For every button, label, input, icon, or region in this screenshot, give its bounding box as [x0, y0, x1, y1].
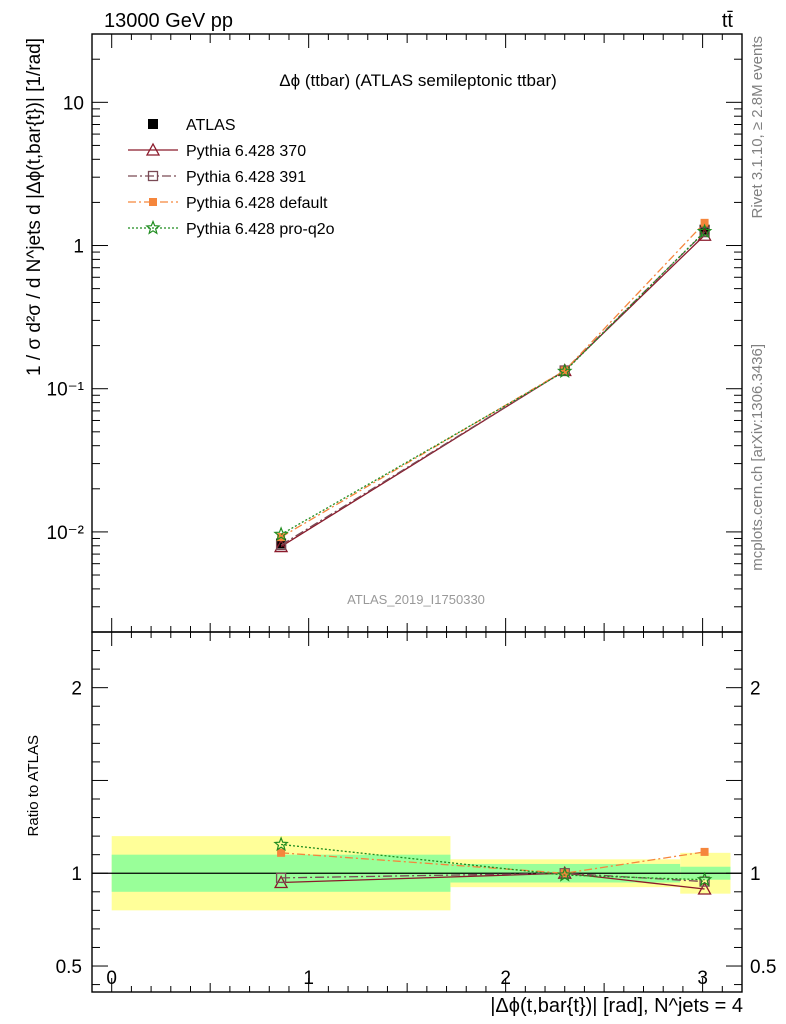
ratio-line-1: [281, 872, 705, 883]
series-line-0: [280, 234, 706, 548]
legend-label-1: Pythia 6.428 391: [186, 169, 306, 186]
ratio-tick-label-right: 0.5: [750, 957, 776, 978]
series-line-2: [280, 222, 706, 538]
ratio-line-3: [281, 843, 705, 881]
legend-marker-0: [145, 142, 161, 156]
ratio-point-1: [275, 872, 287, 884]
x-tick-label: 2: [500, 968, 511, 989]
y-axis-title: 1 / σ d²σ / d N^jets d |Δϕ(t,bar{t})| [1…: [24, 38, 45, 376]
series-line-3: [280, 231, 706, 536]
ratio-point-3: [556, 866, 573, 882]
x-axis-title: |Δϕ(t,bar{t})| [rad], N^jets = 4: [490, 995, 743, 1017]
mcplots-label: mcplots.cern.ch [arXiv:1306.3436]: [749, 344, 766, 571]
series-point-2: [700, 218, 709, 227]
legend-marker-atlas: [148, 119, 158, 129]
legend-marker-1: [147, 170, 159, 182]
x-tick-label: 3: [697, 968, 708, 989]
ratio-tick-label-left: 1: [71, 864, 82, 885]
ratio-point-0: [697, 881, 712, 895]
legend: ATLAS Pythia 6.428 370 Pythia 6.428 391 Pyt…: [128, 117, 335, 238]
watermark: ATLAS_2019_I1750330: [347, 592, 485, 607]
ratio-point-3: [273, 836, 289, 852]
y-tick-label: 1: [73, 237, 84, 258]
atlas-data-point: [276, 538, 287, 549]
ratio-axis-title: Ratio to ATLAS: [25, 735, 42, 836]
y-tick-label: 10⁻²: [47, 523, 85, 544]
x-tick-label: 0: [106, 968, 117, 989]
series-point-0: [273, 539, 289, 553]
series-line-1: [280, 231, 706, 546]
legend-label-2: Pythia 6.428 default: [186, 195, 328, 212]
ratio-panel: 0 1 2 3 2 2 1 1 0.5 0.5: [56, 631, 776, 993]
ratio-tick-label-left: 0.5: [56, 957, 82, 978]
plot-title: Δϕ (ttbar) (ATLAS semileptonic ttbar): [279, 71, 557, 90]
y-tick-label: 10⁻¹: [47, 380, 85, 401]
legend-marker-2: [149, 198, 157, 206]
legend-label-3: Pythia 6.428 pro-q2o: [186, 221, 335, 238]
energy-label: 13000 GeV pp: [104, 10, 233, 32]
series-point-2: [560, 366, 569, 375]
ratio-point-3: [696, 871, 713, 887]
series-point-1: [699, 226, 710, 238]
legend-label-0: Pythia 6.428 370: [186, 143, 306, 160]
ratio-point-2: [560, 869, 569, 878]
legend-label-atlas: ATLAS: [186, 117, 236, 134]
series-point-3: [696, 223, 713, 239]
series-point-3: [556, 363, 573, 379]
legend-marker-3: [145, 219, 161, 235]
ratio-tick-label-left: 2: [71, 679, 82, 700]
ratio-frame: [91, 631, 743, 993]
labels: 13000 GeV pp tt̄ Δϕ (ttbar) (ATLAS semil…: [24, 10, 766, 1017]
ratio-point-2: [700, 847, 709, 856]
ratio-tick-label-right: 1: [750, 864, 761, 885]
y-tick-label: 10: [63, 93, 84, 114]
process-label: tt̄: [722, 10, 734, 32]
ratio-point-1: [699, 876, 710, 887]
rivet-label: Rivet 3.1.10, ≥ 2.8M events: [749, 36, 766, 219]
x-tick-label: 1: [303, 968, 314, 989]
ratio-point-2: [277, 848, 286, 857]
ratio-tick-label-right: 2: [750, 679, 761, 700]
series-point-3: [273, 526, 289, 542]
